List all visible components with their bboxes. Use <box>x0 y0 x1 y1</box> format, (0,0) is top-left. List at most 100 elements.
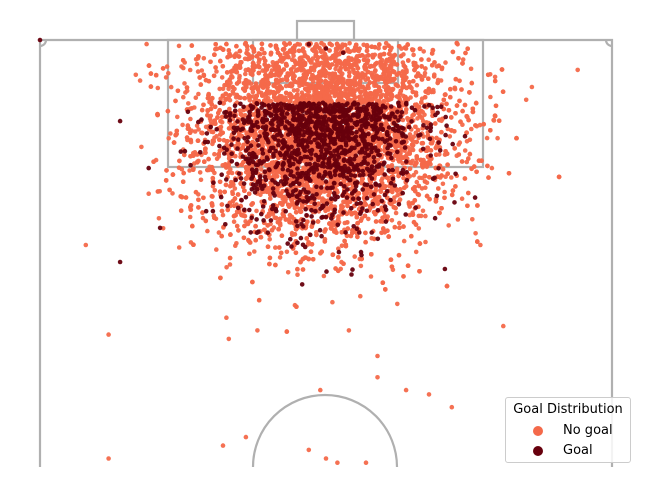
shot-point-no-goal <box>194 61 200 67</box>
shot-point-no-goal <box>283 42 289 48</box>
shot-point-no-goal <box>231 219 237 224</box>
shot-point-no-goal <box>224 265 229 270</box>
shot-point-no-goal <box>188 116 193 122</box>
shot-point-no-goal <box>217 86 222 92</box>
shot-point-no-goal <box>491 117 496 123</box>
shot-point-no-goal <box>295 272 300 278</box>
shot-point-no-goal <box>484 135 490 141</box>
shot-point-no-goal <box>468 66 474 72</box>
shot-point-no-goal <box>477 122 483 128</box>
shot-point-no-goal <box>368 274 374 279</box>
shot-point-no-goal <box>285 270 291 275</box>
shot-point-no-goal <box>156 216 162 221</box>
shot-point-no-goal <box>208 113 214 119</box>
shot-point-no-goal <box>232 186 238 191</box>
shot-point-no-goal <box>227 262 233 267</box>
shot-point-no-goal <box>176 165 182 170</box>
shot-point-no-goal <box>214 133 219 139</box>
shot-point-no-goal <box>443 60 448 65</box>
shot-point-no-goal <box>166 71 171 76</box>
shot-point-no-goal <box>196 91 201 97</box>
shot-point-no-goal <box>163 75 169 80</box>
shot-point-no-goal <box>330 299 335 305</box>
shot-point-no-goal <box>243 71 248 77</box>
shot-point-no-goal <box>336 246 341 251</box>
shot-point-no-goal <box>459 196 465 201</box>
shot-point-no-goal <box>195 69 201 74</box>
shot-point-no-goal <box>267 237 273 242</box>
shot-point-no-goal <box>414 179 420 185</box>
shot-point-no-goal <box>410 147 416 153</box>
shot-point-no-goal <box>378 189 384 194</box>
shot-point-no-goal <box>414 82 420 88</box>
shot-point-no-goal <box>464 139 470 144</box>
shot-point-no-goal <box>473 231 478 236</box>
shot-point-no-goal <box>201 56 207 61</box>
corner-arc-right <box>604 39 613 48</box>
shot-point-no-goal <box>358 263 364 269</box>
shot-point-no-goal <box>176 245 182 250</box>
shot-point-no-goal <box>442 189 447 195</box>
shot-point-no-goal <box>144 41 149 47</box>
shot-point-no-goal <box>440 166 446 172</box>
shot-point-no-goal <box>214 247 219 252</box>
shot-point-no-goal <box>400 161 405 166</box>
shot-point-no-goal <box>216 230 222 235</box>
shot-point-no-goal <box>447 134 453 139</box>
center-circle-arc <box>251 393 399 468</box>
shot-point-no-goal <box>217 179 223 185</box>
shot-point-no-goal <box>310 56 316 61</box>
shot-point-no-goal <box>411 52 416 58</box>
shot-point-no-goal <box>219 75 225 80</box>
shot-point-no-goal <box>460 57 466 62</box>
shot-point-no-goal <box>339 243 345 248</box>
shot-point-no-goal <box>186 101 191 106</box>
shot-point-no-goal <box>260 68 265 73</box>
shot-point-no-goal <box>426 57 432 62</box>
shot-point-no-goal <box>226 86 231 92</box>
shot-point-no-goal <box>253 81 259 86</box>
shot-point-no-goal <box>420 208 426 214</box>
shot-point-no-goal <box>389 218 395 223</box>
shot-points <box>37 37 580 466</box>
shot-point-no-goal <box>237 73 242 79</box>
shot-point-no-goal <box>416 226 422 231</box>
goal-frame <box>295 19 356 42</box>
shot-point-no-goal <box>228 166 233 172</box>
shot-point-no-goal <box>193 95 199 100</box>
shot-point-no-goal <box>401 238 407 244</box>
shot-point-no-goal <box>164 64 170 69</box>
shot-point-no-goal <box>449 175 454 180</box>
shot-point-no-goal <box>416 213 422 219</box>
shot-point-no-goal <box>454 103 460 108</box>
shot-point-no-goal <box>252 249 257 254</box>
shot-point-no-goal <box>299 90 305 95</box>
shot-point-no-goal <box>181 65 186 71</box>
shot-point-no-goal <box>273 245 278 250</box>
shot-point-no-goal <box>410 212 416 217</box>
shot-point-no-goal <box>275 187 280 192</box>
shot-point-no-goal <box>205 228 210 234</box>
shot-point-no-goal <box>133 72 139 78</box>
shot-point-no-goal <box>220 86 226 92</box>
shot-point-no-goal <box>457 140 463 145</box>
shot-point-no-goal <box>284 249 290 255</box>
shot-point-no-goal <box>233 243 238 248</box>
shot-point-no-goal <box>366 216 371 222</box>
shot-point-no-goal <box>397 197 403 202</box>
shot-point-no-goal <box>181 94 186 100</box>
shot-point-no-goal <box>419 186 425 191</box>
shot-point-no-goal <box>225 207 231 213</box>
shot-point-no-goal <box>254 208 259 214</box>
shot-point-no-goal <box>407 132 413 137</box>
shot-point-no-goal <box>347 41 352 46</box>
shot-point-no-goal <box>492 74 498 80</box>
corner-arc-left <box>39 39 48 48</box>
shot-point-no-goal <box>395 301 400 307</box>
shot-point-no-goal <box>295 87 300 93</box>
shot-point-no-goal <box>455 217 461 222</box>
shot-point-no-goal <box>196 127 201 132</box>
shot-point-no-goal <box>361 42 367 48</box>
shot-point-no-goal <box>421 49 427 54</box>
